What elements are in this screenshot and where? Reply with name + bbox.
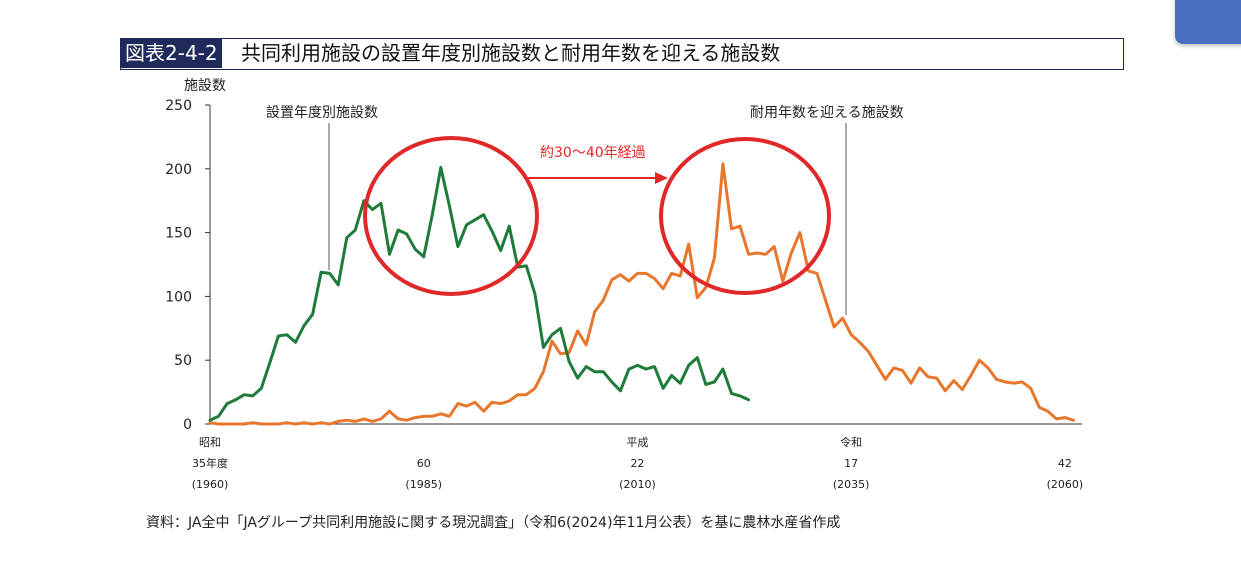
x-axis: 昭和 35年度 (1960) 60 (1985) 平成 22 (2010) 令和 17 (2035)… [192, 423, 1084, 491]
elapsed-arrow-head [655, 172, 668, 184]
x-tick-label: 昭和 [199, 436, 221, 449]
y-tick-label: 50 [174, 353, 192, 369]
figure-title: 共同利用施設の設置年度別施設数と耐用年数を迎える施設数 [241, 41, 781, 65]
series2-callout-label: 耐用年数を迎える施設数 [750, 105, 904, 121]
highlight-circle-left [363, 136, 539, 296]
source-note: 資料：JA全中「JAグループ共同利用施設に関する現況調査」（令和6(2024)年… [146, 515, 841, 531]
elapsed-arrow-label: 約30～40年経過 [540, 145, 646, 161]
y-tick-label: 250 [165, 98, 192, 114]
figure-title-box: 図表2-4-2 共同利用施設の設置年度別施設数と耐用年数を迎える施設数 [120, 38, 1124, 70]
y-tick-label: 200 [165, 162, 192, 178]
x-tick-label: 60 [417, 457, 431, 470]
x-tick-label: (2010) [619, 478, 656, 491]
x-tick-label: 42 [1058, 457, 1072, 470]
x-tick-label: (2060) [1047, 478, 1084, 491]
series-group [208, 162, 1075, 426]
annotation-group: 設置年度別施設数 耐用年数を迎える施設数 約30～40年経過 [266, 105, 904, 315]
figure-number-label: 図表2-4-2 [121, 39, 222, 68]
series-line-installed [208, 166, 751, 422]
series1-callout-label: 設置年度別施設数 [266, 105, 378, 121]
y-axis-label: 施設数 [184, 78, 226, 94]
x-tick-label: 令和 [840, 435, 862, 449]
x-tick-label: 35年度 [192, 456, 228, 470]
x-tick-label: 平成 [626, 436, 648, 449]
y-tick-label: 150 [165, 226, 192, 242]
x-tick-label: 17 [844, 457, 858, 470]
corner-tab-button[interactable] [1175, 0, 1241, 44]
x-tick-label: (1960) [192, 478, 229, 491]
y-tick-label: 0 [183, 417, 192, 433]
x-tick-label: (2035) [833, 478, 870, 491]
x-tick-label: (1985) [405, 478, 442, 491]
highlight-circle-right [659, 137, 831, 295]
x-tick-label: 22 [630, 457, 644, 470]
series-line-end-of-life [208, 162, 1075, 426]
y-tick-label: 100 [165, 289, 192, 305]
y-axis: 0 50 100 150 200 250 [165, 98, 211, 433]
